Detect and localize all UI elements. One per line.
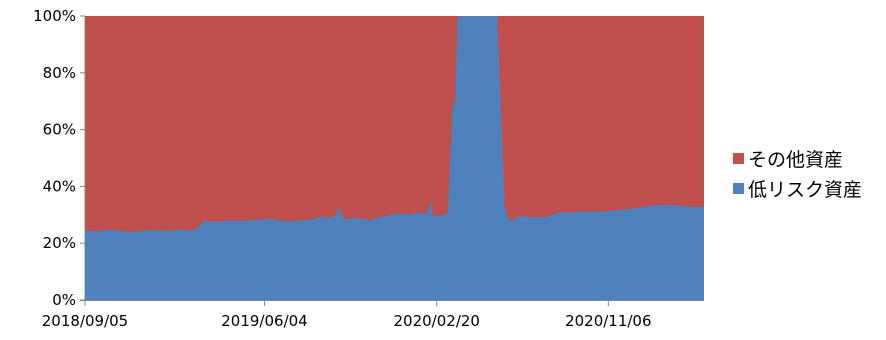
x-tick-label: 2019/06/04 [221,312,307,330]
legend-label-other-assets: その他資産 [748,148,844,171]
axes: 0% 20% 40% 60% 80% 100% 2018/09/05 2019/06/04 20… [33,7,704,330]
plot-area [85,16,704,300]
legend-swatch-low-risk-assets [733,182,744,194]
x-tick-label: 2018/09/05 [42,312,128,330]
y-tick-label: 80% [43,64,76,82]
x-tick-label: 2020/02/20 [394,312,480,330]
legend-item-other-assets: その他資産 [733,143,862,173]
area-low-risk-assets [85,16,704,300]
legend-item-low-risk-assets: 低リスク資産 [733,173,862,203]
y-tick-label: 40% [43,177,76,195]
legend-label-low-risk-assets: 低リスク資産 [748,178,863,201]
y-tick-label: 60% [43,121,76,139]
legend: その他資産 低リスク資産 [733,143,862,203]
y-tick-label: 100% [33,7,76,25]
x-tick-label: 2020/11/06 [565,312,651,330]
y-tick-label: 20% [43,234,76,252]
legend-swatch-other-assets [733,152,744,164]
y-tick-label: 0% [52,291,76,309]
